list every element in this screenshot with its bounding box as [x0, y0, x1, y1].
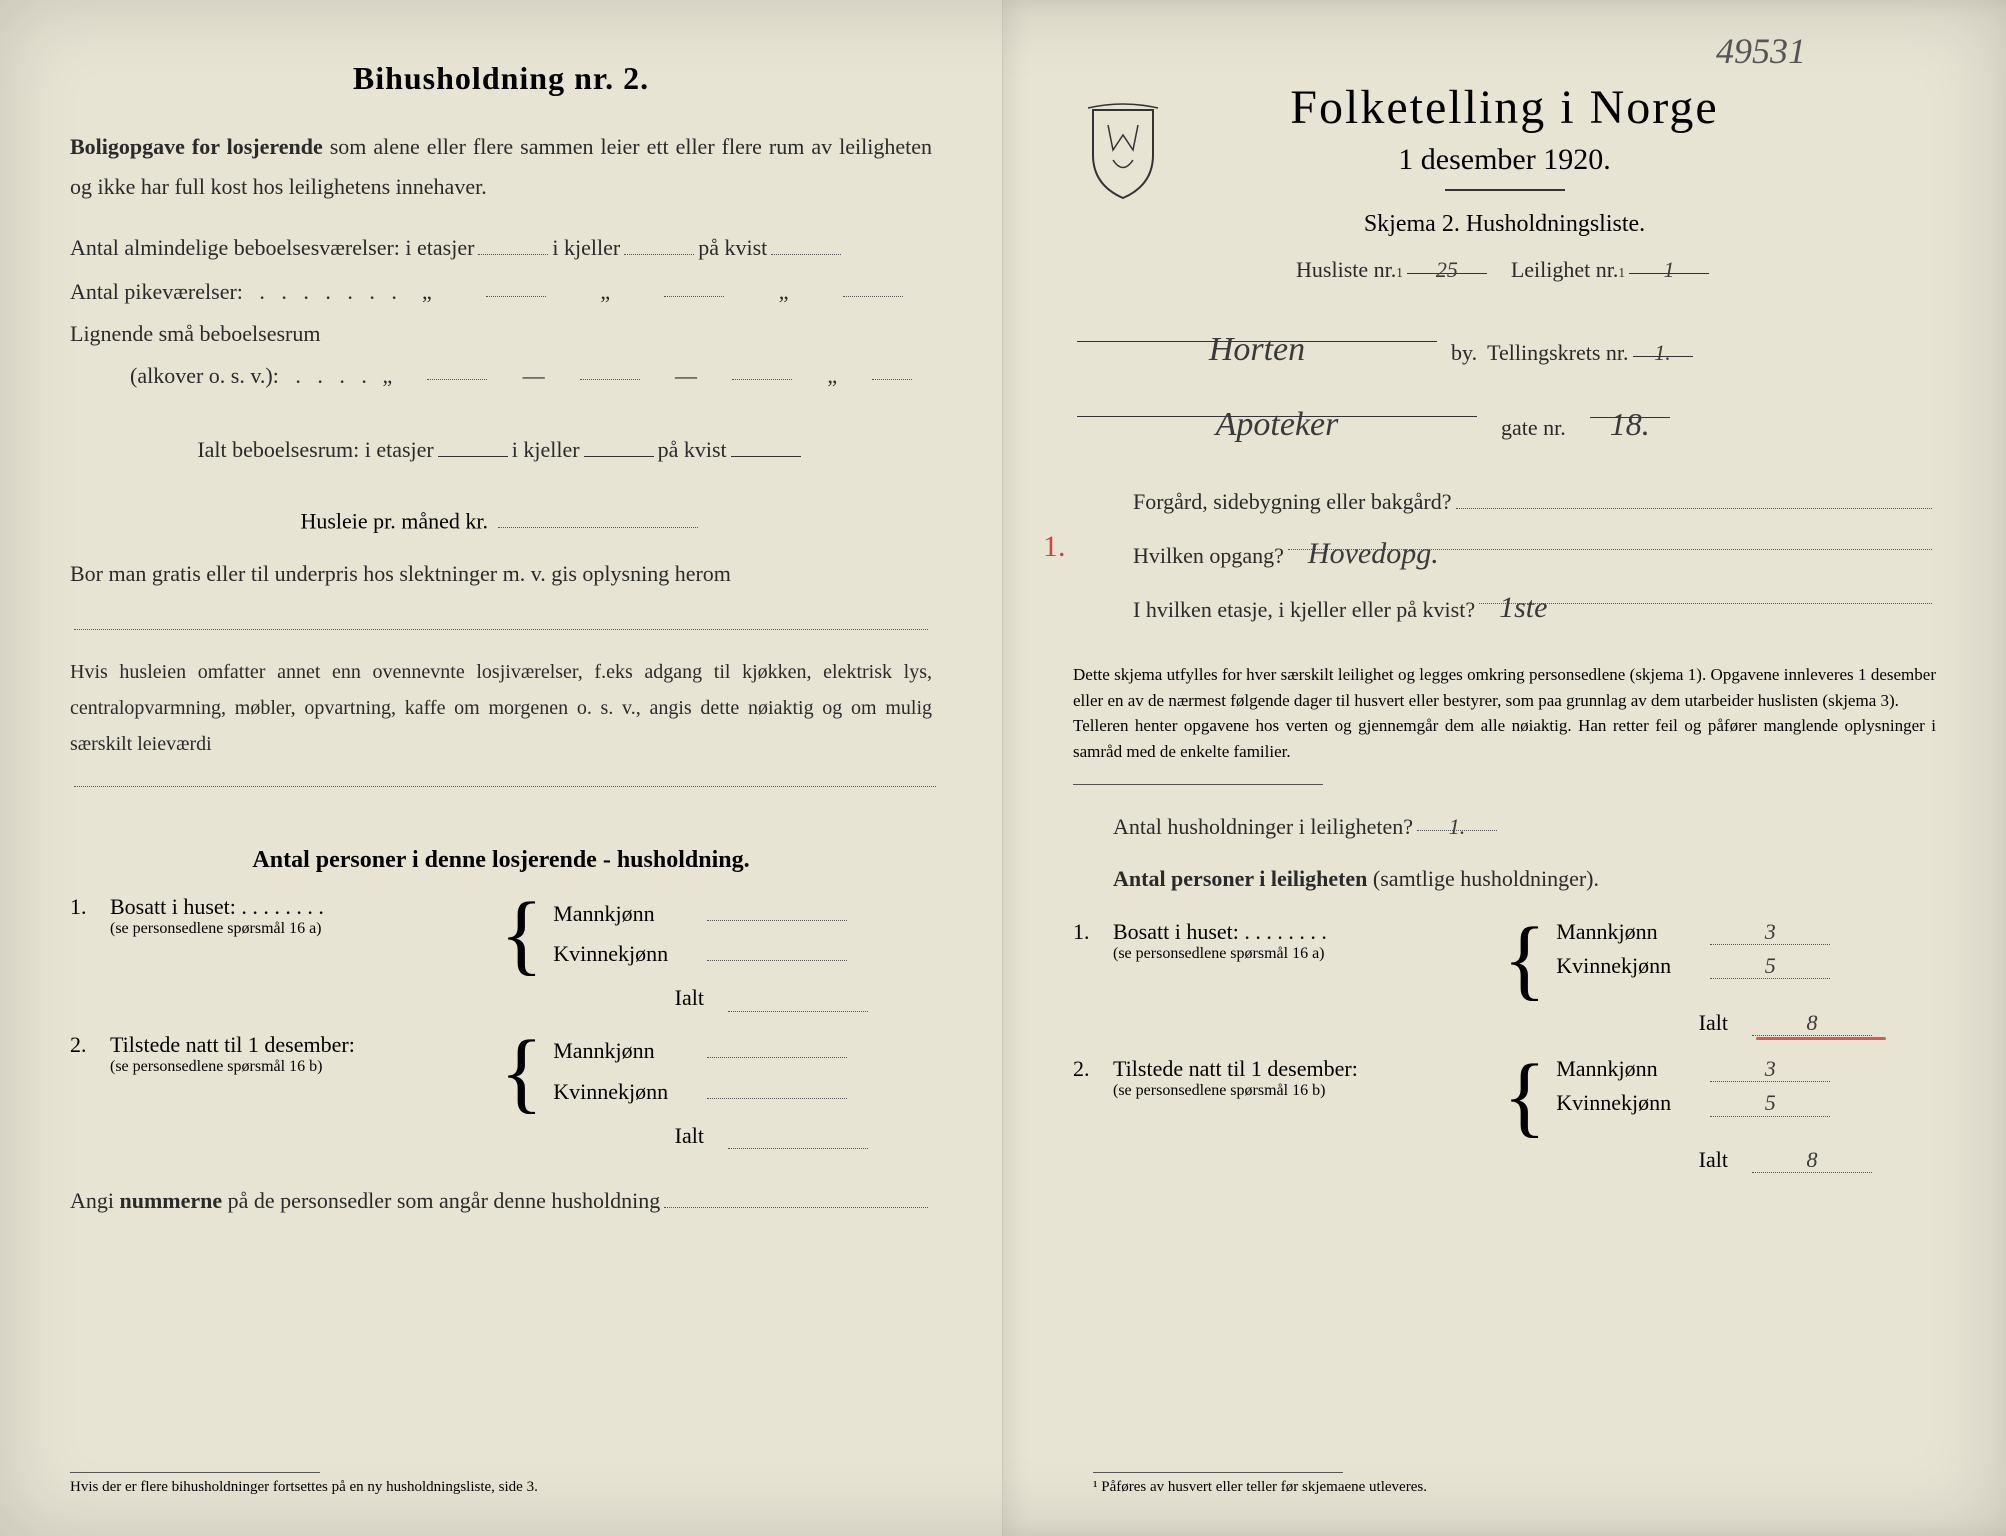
census-form-document: Bihusholdning nr. 2. Boligopgave for los… — [0, 0, 2006, 1536]
by-line: Horten by. Tellingskrets nr. 1. — [1073, 316, 1936, 375]
left-ialt-2: Ialt — [70, 1123, 932, 1149]
husliste-line: Husliste nr.1 25 Leilighet nr.1 1 — [1073, 248, 1936, 292]
left-subsection-title: Antal personer i denne losjerende - hush… — [70, 847, 932, 874]
r1-ialt-value: 8 — [1807, 1010, 1818, 1036]
by-value: Horten — [1209, 316, 1305, 384]
forgard-line: Forgård, sidebygning eller bakgård? — [1133, 480, 1936, 524]
husleie-line: Husleie pr. måned kr. — [70, 502, 932, 534]
left-ialt-1: Ialt — [70, 985, 932, 1011]
gratis-paragraph: Bor man gratis eller til underpris hos s… — [70, 554, 932, 630]
right-ialt-2: Ialt 8 — [1073, 1147, 1936, 1173]
antal-pers-heading: Antal personer i leiligheten (samtlige h… — [1113, 859, 1936, 899]
antal-hush-value: 1. — [1449, 805, 1466, 849]
brace-icon: { — [500, 1032, 543, 1113]
r2-mann-value: 3 — [1765, 1056, 1776, 1082]
r2-kvinne-value: 5 — [1765, 1090, 1776, 1116]
omfatter-paragraph: Hvis husleien omfatter annet enn ovennev… — [70, 654, 932, 762]
skjema-line: Skjema 2. Husholdningsliste. — [1073, 211, 1936, 238]
opgang-value: Hovedopg. — [1308, 524, 1439, 584]
instructions-note: Dette skjema utfylles for hver særskilt … — [1073, 662, 1936, 764]
r1-kvinne-value: 5 — [1765, 953, 1776, 979]
left-count-row-2: 2. Tilstede natt til 1 desember: (se per… — [70, 1032, 932, 1113]
handwritten-id: 49531 — [1716, 30, 1806, 72]
antal-hush-line: Antal husholdninger i leiligheten? 1. — [1113, 805, 1936, 849]
rooms-line-1: Antal almindelige beboelsesværelser: i e… — [70, 226, 932, 270]
opgang-line: Hvilken opgang? Hovedopg. — [1133, 524, 1936, 578]
intro-paragraph: Boligopgave for losjerende som alene ell… — [70, 127, 932, 206]
right-count-row-2: 2. Tilstede natt til 1 desember: (se per… — [1073, 1056, 1936, 1137]
divider — [1445, 189, 1565, 191]
main-title: Folketelling i Norge — [1073, 80, 1936, 135]
etasje-value: 1ste — [1499, 578, 1547, 638]
right-footnote: ¹ Påføres av husvert eller teller før sk… — [1093, 1472, 1427, 1496]
right-ialt-1: Ialt 8 — [1073, 1010, 1936, 1036]
right-count-row-1: 1. Bosatt i huset: . . . . . . . . (se p… — [1073, 919, 1936, 1000]
leilighet-value: 1 — [1663, 248, 1674, 292]
brace-icon: { — [1503, 1056, 1546, 1137]
rooms-line-3b: (alkover o. s. v.): . . . . „ — — „ — [130, 354, 932, 398]
left-footer: Hvis der er flere bihusholdninger fortse… — [70, 1472, 932, 1496]
rooms-line-2: Antal pikeværelser: . . . . . . . „ „ „ — [70, 270, 932, 314]
r1-mann-value: 3 — [1765, 919, 1776, 945]
gate-value: Apoteker — [1216, 391, 1339, 459]
gate-line: Apoteker gate nr. 18. — [1073, 391, 1936, 450]
left-count-row-1: 1. Bosatt i huset: . . . . . . . . (se p… — [70, 894, 932, 975]
red-underline — [1756, 1037, 1886, 1040]
krets-value: 1. — [1654, 331, 1671, 375]
gate-nr-value: 18. — [1610, 392, 1650, 456]
r2-ialt-value: 8 — [1807, 1147, 1818, 1173]
etasje-line: I hvilken etasje, i kjeller eller på kvi… — [1133, 578, 1936, 632]
blank — [624, 229, 694, 255]
blank — [771, 229, 841, 255]
coat-of-arms-icon — [1083, 100, 1163, 200]
left-page: Bihusholdning nr. 2. Boligopgave for los… — [0, 0, 1003, 1536]
intro-bold: Boligopgave for losjerende — [70, 134, 323, 159]
left-title: Bihusholdning nr. 2. — [70, 60, 932, 97]
blank — [478, 229, 548, 255]
subtitle: 1 desember 1920. — [1073, 143, 1936, 177]
angi-line: Angi nummerne på de personsedler som ang… — [70, 1179, 932, 1223]
brace-icon: { — [500, 894, 543, 975]
brace-icon: { — [1503, 919, 1546, 1000]
red-margin-mark: 1. — [1043, 530, 1066, 564]
right-page: 49531 Folketelling i Norge 1 desember 19… — [1003, 0, 2006, 1536]
ialt-rooms: Ialt beboelsesrum: i etasjer i kjeller p… — [70, 428, 932, 472]
husliste-value: 25 — [1436, 248, 1458, 292]
rooms-line-3a: Lignende små beboelsesrum — [70, 314, 932, 354]
